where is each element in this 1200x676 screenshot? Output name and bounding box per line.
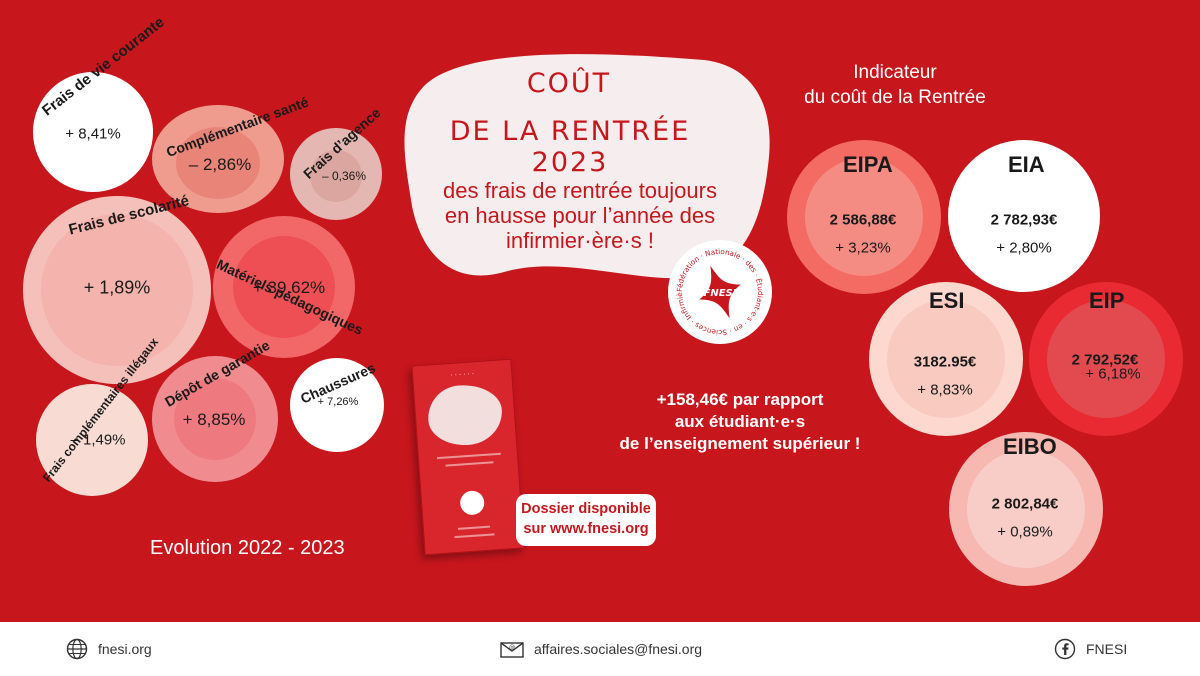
- indicator-bubble-eip: EIP 2 792,52€ + 6,18%: [1029, 282, 1183, 436]
- bubble-label: Frais de vie courante: [39, 13, 168, 120]
- footer-website-text: fnesi.org: [98, 641, 152, 657]
- booklet-line: [454, 533, 495, 539]
- bubble-inner-ring: [174, 378, 256, 460]
- bubble-frais-de-vie-courante: Frais de vie courante + 8,41%: [33, 14, 168, 192]
- subtitle-line-2: en hausse pour l’année des: [444, 203, 716, 228]
- indicator-amount: 2 586,88€: [829, 211, 897, 229]
- svg-text:@: @: [509, 644, 515, 651]
- dossier-booklet-image: · · · · · ·: [411, 358, 525, 556]
- bubble-inner-ring: [805, 158, 923, 276]
- indicator-title: Indicateur du coût de la Rentrée: [760, 60, 1030, 110]
- indicator-name: EIP: [1089, 288, 1125, 313]
- indicator-bubble-esi: ESI 3182.95€ + 8,83%: [869, 282, 1023, 436]
- indicator-amount: 3182.95€: [913, 353, 977, 371]
- subtitle-line-1: des frais de rentrée toujours: [443, 178, 717, 203]
- comparison-text: +158,46€ par rapport aux étudiant·e·s de…: [610, 389, 870, 455]
- bubble-inner-ring: [310, 150, 362, 202]
- bubble-inner-ring: [176, 127, 260, 199]
- title-blob: COÛT DE LA RENTRÉE 2023 des frais de ren…: [404, 46, 776, 294]
- comparison-line-1: +158,46€ par rapport: [656, 390, 824, 409]
- indicator-change: + 2,80%: [996, 239, 1052, 257]
- logo-brand: FNESI: [704, 288, 737, 299]
- booklet-logo: [459, 490, 486, 516]
- dossier-available-badge[interactable]: Dossier disponible sur www.fnesi.org: [516, 494, 656, 546]
- indicator-name: EIBO: [1003, 434, 1057, 459]
- indicator-bubble-eia: EIA 2 782,93€ + 2,80%: [948, 140, 1100, 292]
- infographic-canvas: Frais de vie courante + 8,41% Complément…: [23, 13, 1183, 586]
- bubble-inner-ring: [887, 300, 1005, 418]
- bubble-inner-ring: [1047, 300, 1165, 418]
- dossier-line-2: sur www.fnesi.org: [523, 521, 649, 537]
- booklet-line: [457, 525, 490, 530]
- bubble-inner-ring: [233, 236, 335, 338]
- indicator-change: + 3,23%: [835, 239, 891, 257]
- fnesi-cross-icon: Fédération · Nationale · des · Étudiant·…: [668, 240, 765, 337]
- title-line-2: DE LA RENTRÉE 2023: [449, 116, 691, 178]
- booklet-line: [445, 461, 494, 467]
- indicator-change: + 6,18%: [1085, 365, 1141, 383]
- blob-shape: [404, 54, 770, 279]
- bubble-value: – 1,49%: [70, 431, 126, 449]
- footer-facebook-text: FNESI: [1086, 641, 1128, 657]
- booklet-header: · · · · · ·: [450, 370, 475, 380]
- footer-website[interactable]: fnesi.org: [66, 622, 152, 676]
- indicator-name: ESI: [929, 288, 965, 313]
- bubble-value: + 1,89%: [83, 277, 151, 298]
- bubble-frais-d-agence: Frais d’agence – 0,36%: [290, 104, 384, 220]
- indicator-bubble-eibo: EIBO 2 802,84€ + 0,89%: [949, 432, 1103, 586]
- bubble-value: + 7,26%: [317, 396, 359, 408]
- indicator-bubble-eipa: EIPA 2 586,88€ + 3,23%: [787, 140, 941, 294]
- bubble-value: + 8,85%: [182, 410, 246, 429]
- indicator-change: + 0,89%: [997, 523, 1053, 541]
- bubble-inner-ring: [967, 450, 1085, 568]
- footer-facebook[interactable]: FNESI: [1054, 622, 1127, 676]
- indicator-title-line-2: du coût de la Rentrée: [804, 87, 986, 108]
- envelope-icon: @: [500, 642, 524, 658]
- bubble-materiels-pedagogiques: Matériels pédagogiques + 39,62%: [213, 216, 366, 358]
- fnesi-logo: Fédération · Nationale · des · Étudiant·…: [668, 240, 772, 344]
- bubble-depot-de-garantie: Dépôt de garantie + 8,85%: [152, 337, 278, 482]
- bubble-value: + 39,62%: [252, 278, 326, 297]
- indicator-change: + 8,83%: [917, 381, 973, 399]
- comparison-line-3: de l’enseignement supérieur !: [619, 434, 861, 453]
- indicator-name: EIPA: [843, 152, 893, 177]
- globe-icon: [66, 638, 88, 660]
- bubble-chaussures: Chaussures + 7,26%: [290, 358, 384, 452]
- bubble-complementaire-sante: Complémentaire santé – 2,86%: [152, 94, 311, 213]
- bubble-value: + 8,41%: [65, 125, 121, 143]
- indicator-amount: 2 792,52€: [1071, 351, 1139, 369]
- facebook-icon: [1054, 638, 1076, 660]
- comparison-line-2: aux étudiant·e·s: [674, 412, 806, 431]
- indicator-amount: 2 802,84€: [991, 495, 1059, 513]
- booklet-blob: [426, 382, 505, 448]
- indicator-amount: 2 782,93€: [990, 211, 1058, 229]
- footer-email[interactable]: @ affaires.sociales@fnesi.org: [500, 622, 702, 676]
- bubble-value: – 2,86%: [188, 155, 252, 174]
- booklet-line: [436, 452, 501, 460]
- bubble-frais-de-scolarite: Frais de scolarité + 1,89%: [23, 192, 211, 384]
- footer-email-text: affaires.sociales@fnesi.org: [534, 641, 703, 657]
- indicator-title-line-1: Indicateur: [853, 62, 937, 83]
- subtitle-line-3: infirmier·ère·s !: [506, 228, 654, 253]
- dossier-line-1: Dossier disponible: [521, 501, 651, 517]
- bubble-frais-complementaires-illegaux: Frais complémentaires illégaux – 1,49%: [36, 335, 161, 496]
- indicator-name: EIA: [1008, 152, 1045, 177]
- title-line-1: COÛT: [526, 68, 612, 99]
- bubble-inner-ring: [41, 214, 193, 366]
- bubble-value: – 0,36%: [321, 169, 367, 183]
- footer: fnesi.org @ affaires.sociales@fnesi.org …: [0, 622, 1200, 676]
- evolution-label: Evolution 2022 - 2023: [150, 537, 345, 559]
